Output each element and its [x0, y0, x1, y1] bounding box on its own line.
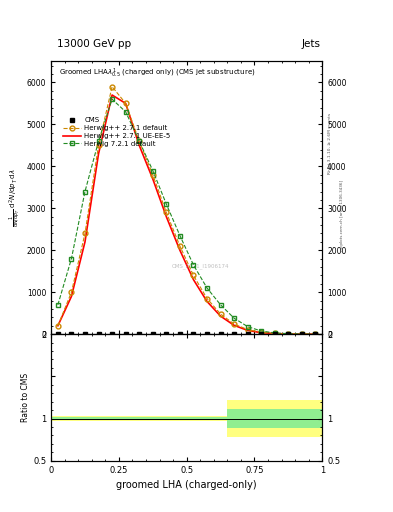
Herwig++ 2.7.1 UE-EE-5: [151, 176, 155, 182]
Herwig++ 2.7.1 default: [191, 272, 196, 279]
CMS: [69, 331, 74, 337]
Herwig++ 2.7.1 UE-EE-5: [232, 322, 237, 328]
Text: Jets: Jets: [301, 38, 320, 49]
Herwig 7.2.1 default: [137, 138, 141, 144]
Herwig++ 2.7.1 UE-EE-5: [137, 142, 141, 148]
Herwig 7.2.1 default: [299, 331, 304, 337]
Text: CMS_2021_I1906174: CMS_2021_I1906174: [171, 263, 229, 269]
Herwig 7.2.1 default: [286, 331, 291, 337]
Herwig++ 2.7.1 default: [123, 100, 128, 106]
Legend: CMS, Herwig++ 2.7.1 default, Herwig++ 2.7.1 UE-EE-5, Herwig 7.2.1 default: CMS, Herwig++ 2.7.1 default, Herwig++ 2.…: [60, 114, 174, 150]
CMS: [205, 331, 209, 337]
Herwig 7.2.1 default: [96, 138, 101, 144]
Herwig 7.2.1 default: [218, 302, 223, 308]
Text: 13000 GeV pp: 13000 GeV pp: [57, 38, 131, 49]
Herwig 7.2.1 default: [83, 188, 87, 195]
CMS: [137, 331, 141, 337]
Herwig++ 2.7.1 UE-EE-5: [96, 151, 101, 157]
Herwig++ 2.7.1 UE-EE-5: [83, 239, 87, 245]
Y-axis label: Ratio to CMS: Ratio to CMS: [21, 373, 30, 422]
Herwig++ 2.7.1 default: [69, 289, 74, 295]
CMS: [218, 331, 223, 337]
Herwig++ 2.7.1 UE-EE-5: [123, 100, 128, 106]
Line: Herwig++ 2.7.1 default: Herwig++ 2.7.1 default: [55, 84, 318, 336]
X-axis label: groomed LHA (charged-only): groomed LHA (charged-only): [116, 480, 257, 490]
Y-axis label: $\frac{1}{\mathrm{d}N / \mathrm{d}p_T}$ $\mathrm{d}^2N / \mathrm{d}p_T\,\mathrm{: $\frac{1}{\mathrm{d}N / \mathrm{d}p_T}$ …: [7, 168, 22, 227]
Herwig++ 2.7.1 default: [110, 83, 114, 90]
Herwig++ 2.7.1 default: [272, 330, 277, 336]
CMS: [191, 331, 196, 337]
Herwig 7.2.1 default: [123, 109, 128, 115]
Herwig++ 2.7.1 default: [299, 331, 304, 337]
CMS: [55, 331, 60, 337]
Herwig++ 2.7.1 default: [164, 209, 169, 216]
Herwig 7.2.1 default: [151, 167, 155, 174]
Herwig++ 2.7.1 default: [313, 331, 318, 337]
Herwig++ 2.7.1 default: [55, 323, 60, 329]
CMS: [110, 331, 114, 337]
CMS: [232, 331, 237, 337]
CMS: [286, 331, 291, 337]
Herwig++ 2.7.1 UE-EE-5: [299, 331, 304, 337]
CMS: [123, 331, 128, 337]
Herwig++ 2.7.1 default: [232, 321, 237, 327]
Herwig++ 2.7.1 default: [178, 243, 182, 249]
Herwig++ 2.7.1 default: [245, 327, 250, 333]
Herwig 7.2.1 default: [272, 330, 277, 336]
CMS: [259, 331, 264, 337]
Herwig++ 2.7.1 UE-EE-5: [272, 331, 277, 337]
Herwig++ 2.7.1 UE-EE-5: [313, 331, 318, 337]
Herwig++ 2.7.1 UE-EE-5: [205, 298, 209, 305]
Herwig 7.2.1 default: [191, 262, 196, 268]
Herwig++ 2.7.1 default: [286, 331, 291, 337]
Text: mcplots.cern.ch [arXiv:1306.3436]: mcplots.cern.ch [arXiv:1306.3436]: [340, 180, 344, 250]
Herwig++ 2.7.1 UE-EE-5: [69, 293, 74, 300]
Herwig++ 2.7.1 UE-EE-5: [164, 214, 169, 220]
Herwig++ 2.7.1 default: [218, 311, 223, 317]
Herwig 7.2.1 default: [259, 328, 264, 334]
CMS: [299, 331, 304, 337]
Herwig 7.2.1 default: [245, 324, 250, 330]
CMS: [164, 331, 169, 337]
CMS: [83, 331, 87, 337]
Herwig++ 2.7.1 default: [96, 142, 101, 148]
Herwig 7.2.1 default: [178, 232, 182, 239]
Herwig 7.2.1 default: [110, 96, 114, 102]
Line: CMS: CMS: [56, 332, 317, 336]
Herwig++ 2.7.1 UE-EE-5: [55, 323, 60, 329]
Text: Rivet 3.1.10, ≥ 2.6M events: Rivet 3.1.10, ≥ 2.6M events: [328, 113, 332, 174]
Herwig++ 2.7.1 default: [259, 329, 264, 335]
CMS: [151, 331, 155, 337]
Herwig 7.2.1 default: [313, 331, 318, 337]
Line: Herwig++ 2.7.1 UE-EE-5: Herwig++ 2.7.1 UE-EE-5: [58, 95, 316, 334]
Herwig 7.2.1 default: [69, 255, 74, 262]
Line: Herwig 7.2.1 default: Herwig 7.2.1 default: [55, 97, 318, 336]
Herwig++ 2.7.1 UE-EE-5: [218, 313, 223, 319]
Herwig++ 2.7.1 default: [83, 230, 87, 237]
Text: Groomed LHA$\lambda^1_{0.5}$ (charged only) (CMS jet substructure): Groomed LHA$\lambda^1_{0.5}$ (charged on…: [59, 67, 256, 80]
CMS: [96, 331, 101, 337]
Herwig++ 2.7.1 UE-EE-5: [245, 327, 250, 333]
Herwig 7.2.1 default: [232, 315, 237, 322]
CMS: [313, 331, 318, 337]
Herwig++ 2.7.1 default: [151, 172, 155, 178]
CMS: [178, 331, 182, 337]
Herwig++ 2.7.1 UE-EE-5: [178, 247, 182, 253]
Herwig++ 2.7.1 UE-EE-5: [259, 330, 264, 336]
Herwig++ 2.7.1 UE-EE-5: [110, 92, 114, 98]
Herwig 7.2.1 default: [55, 302, 60, 308]
CMS: [245, 331, 250, 337]
Herwig++ 2.7.1 UE-EE-5: [286, 331, 291, 337]
Herwig 7.2.1 default: [205, 285, 209, 291]
Herwig++ 2.7.1 UE-EE-5: [191, 276, 196, 283]
CMS: [272, 331, 277, 337]
Herwig++ 2.7.1 default: [205, 295, 209, 302]
Herwig 7.2.1 default: [164, 201, 169, 207]
Herwig++ 2.7.1 default: [137, 138, 141, 144]
